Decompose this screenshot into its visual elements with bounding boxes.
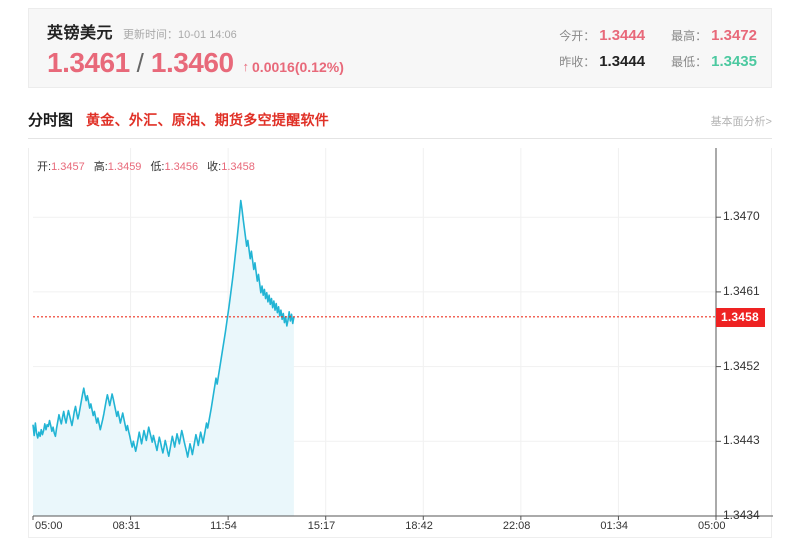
x-axis-label: 05:00 <box>35 520 63 532</box>
ohlc-close-value: 1.3458 <box>221 161 255 173</box>
y-axis-label: 1.3434 <box>723 508 760 522</box>
x-axis-label: 01:34 <box>600 520 628 532</box>
change-value: 0.0016(0.12%) <box>252 59 344 75</box>
x-axis-label: 05:00 <box>698 520 726 532</box>
stat-low: 最低： 1.3435 <box>671 53 757 70</box>
ask-price: 1.3460 <box>150 47 234 78</box>
stat-prev-close: 昨收： 1.3444 <box>559 53 645 70</box>
change-block: ↑ 0.0016(0.12%) <box>243 59 344 75</box>
x-axis-label: 11:54 <box>210 520 237 532</box>
x-axis-label: 22:08 <box>502 520 531 532</box>
stat-prev-close-value: 1.3444 <box>599 53 646 70</box>
chart-svg <box>32 148 773 520</box>
y-axis-label: 1.3470 <box>723 209 760 224</box>
up-arrow-icon: ↑ <box>242 59 250 74</box>
updated-label: 更新时间： <box>123 29 179 41</box>
chart-area-fill <box>33 200 294 516</box>
x-axis-label: 08:31 <box>112 520 141 532</box>
stat-open: 今开： 1.3444 <box>559 27 645 44</box>
stat-high-label: 最高： <box>671 29 708 43</box>
x-axis-label: 18:42 <box>405 520 433 532</box>
ohlc-high-label: 高: <box>93 161 108 173</box>
stat-low-label: 最低： <box>671 55 708 69</box>
stat-prev-close-label: 昨收： <box>559 55 596 69</box>
price-row: 1.3461 / 1.3460 ↑ 0.0016(0.12%) <box>47 47 344 79</box>
stat-open-label: 今开： <box>559 29 596 43</box>
quote-name-row: 英镑美元 更新时间：10-01 14:06 <box>47 19 344 43</box>
instrument-name: 英镑美元 <box>47 25 114 42</box>
price-separator: / <box>136 48 144 78</box>
ohlc-open-value: 1.3457 <box>51 161 85 173</box>
stat-low-value: 1.3435 <box>711 53 757 70</box>
y-axis-label: 1.3452 <box>723 358 760 373</box>
ohlc-low-value: 1.3456 <box>164 161 199 173</box>
stat-open-value: 1.3444 <box>599 27 646 44</box>
y-axis-label: 1.3443 <box>723 433 760 448</box>
quote-header-panel: 英镑美元 更新时间：10-01 14:06 1.3461 / 1.3460 ↑ … <box>28 8 772 88</box>
ohlc-open-label: 开: <box>37 161 52 173</box>
quote-primary-block: 英镑美元 更新时间：10-01 14:06 1.3461 / 1.3460 ↑ … <box>47 19 344 79</box>
ohlc-low-label: 低: <box>150 161 165 173</box>
stat-high-value: 1.3472 <box>711 27 757 44</box>
intraday-chart[interactable]: 开:1.3457 高:1.3459 低:1.3456 收:1.3458 1.3458 … <box>28 148 773 538</box>
tab-timeshare[interactable]: 分时图 <box>28 112 74 129</box>
updated-time: 更新时间：10-01 14:06 <box>123 26 237 42</box>
current-price-badge: 1.3458 <box>716 307 765 327</box>
updated-value: 10-01 14:06 <box>178 29 237 41</box>
y-axis-label: 1.3461 <box>723 283 760 298</box>
chart-plot-area[interactable] <box>29 148 773 538</box>
ohlc-readout: 开:1.3457 高:1.3459 低:1.3456 收:1.3458 <box>37 158 264 174</box>
ohlc-high-value: 1.3459 <box>107 161 142 173</box>
fundamental-analysis-link[interactable]: 基本面分析> <box>710 116 772 128</box>
x-axis-label: 15:17 <box>307 520 336 532</box>
stat-high: 最高： 1.3472 <box>671 27 757 44</box>
chart-price-line <box>32 199 295 458</box>
quote-stats-grid: 今开： 1.3444 最高： 1.3472 昨收： 1.3444 最低： 1.3… <box>559 27 757 70</box>
ohlc-close-label: 收: <box>207 161 222 173</box>
chart-tabbar: 分时图 黄金、外汇、原油、期货多空提醒软件 基本面分析> <box>28 105 772 139</box>
promo-link[interactable]: 黄金、外汇、原油、期货多空提醒软件 <box>86 112 330 128</box>
bid-price: 1.3461 <box>47 47 130 78</box>
